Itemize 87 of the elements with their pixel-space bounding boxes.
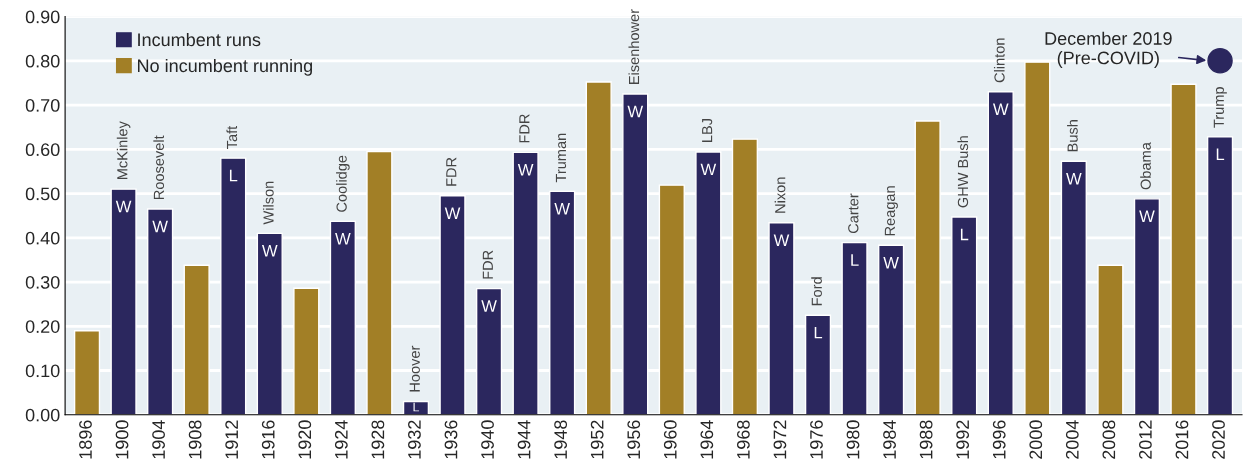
x-tick-label: 2012	[1139, 420, 1152, 459]
annotation: Nixon	[774, 177, 786, 213]
y-tick-label: 0.30	[25, 275, 60, 289]
y-tick-label: 0.50	[25, 187, 60, 201]
data-label: W	[700, 163, 717, 176]
x-tick-label: 1924	[334, 420, 348, 459]
x-tick-label: 1968	[736, 420, 750, 459]
x-tick-label: 1972	[773, 420, 787, 459]
x-tick-label: 1940	[481, 420, 494, 459]
x-tick-label: 1952	[590, 420, 604, 459]
x-tick-label: 1988	[919, 420, 933, 459]
x-tick-label: 2020	[1212, 420, 1225, 459]
annotation: McKinley	[116, 121, 131, 180]
annotation: FDR	[446, 157, 457, 186]
annotation: Ford	[811, 277, 822, 306]
x-tick-label: 1904	[152, 420, 165, 459]
x-tick-label: 1932	[408, 420, 421, 459]
x-tick-label: 2008	[1102, 420, 1116, 459]
x-tick-label: 1944	[517, 420, 531, 459]
data-label: L	[229, 169, 238, 182]
x-tick-label: 1992	[956, 420, 970, 459]
data-label: L	[814, 326, 823, 339]
y-tick-label: 0.00	[25, 408, 60, 422]
annotation: Reagan	[884, 186, 898, 236]
y-tick-label: 0.10	[25, 364, 60, 378]
data-label: W	[517, 164, 534, 176]
data-label: W	[481, 300, 497, 312]
annotation: Obama	[1140, 142, 1151, 190]
annotation: Eisenhower	[628, 9, 640, 84]
x-tick-label: 2016	[1175, 420, 1189, 459]
legend-label: Incumbent runs	[138, 32, 261, 47]
annotation: Roosevelt	[153, 135, 165, 199]
x-tick-label: 1948	[554, 420, 568, 459]
x-tick-label: 1980	[846, 420, 860, 459]
data-label: L	[413, 402, 420, 412]
data-label: W	[152, 220, 168, 233]
x-tick-label: 2004	[1065, 420, 1079, 459]
x-tick-label: 1976	[810, 420, 823, 459]
annotation: December 2019 (Pre-COVID)	[1045, 31, 1172, 68]
annotation: FDR	[482, 250, 493, 279]
x-tick-label: 1964	[700, 420, 714, 459]
data-label: W	[444, 207, 461, 219]
annotation: FDR	[519, 114, 530, 143]
annotation: Wilson	[262, 181, 274, 225]
annotation: GHW Bush	[957, 136, 969, 208]
x-tick-label: 1936	[444, 420, 458, 459]
data-label: W	[992, 103, 1009, 115]
data-label: W	[335, 233, 351, 245]
legend-label: No incumbent running	[138, 58, 313, 76]
x-tick-label: 2000	[1029, 420, 1043, 459]
data-label: W	[1066, 172, 1082, 185]
y-tick-label: 0.70	[25, 99, 60, 112]
data-label: W	[554, 203, 570, 215]
data-label: W	[1139, 210, 1155, 222]
x-tick-label: 1900	[115, 420, 129, 459]
y-tick-label: 0.80	[25, 54, 60, 68]
annotation: Trump	[1213, 87, 1227, 128]
x-tick-label: 1908	[188, 420, 202, 459]
annotation: LBJ	[702, 119, 713, 142]
data-label: W	[627, 105, 644, 118]
x-tick-label: 1956	[627, 420, 641, 459]
x-tick-label: 1916	[261, 420, 275, 459]
x-tick-label: 1960	[663, 420, 677, 459]
x-tick-label: 1984	[883, 420, 896, 459]
annotation: Bush	[1067, 120, 1078, 152]
annotation: Clinton	[993, 38, 1005, 83]
x-tick-label: 1912	[225, 420, 239, 459]
y-tick-label: 0.90	[25, 10, 60, 24]
data-label: L	[960, 228, 969, 241]
y-tick-label: 0.60	[25, 143, 60, 157]
annotation: Carter	[848, 193, 859, 234]
annotation: Truman	[555, 133, 567, 183]
x-tick-label: 1896	[79, 420, 92, 459]
data-label: W	[261, 245, 278, 257]
y-tick-label: 0.20	[25, 320, 60, 333]
data-label: L	[851, 254, 859, 266]
data-label: W	[773, 234, 790, 246]
data-label: L	[1216, 148, 1225, 161]
x-tick-label: 1920	[298, 420, 312, 459]
annotation: Coolidge	[336, 155, 350, 212]
x-tick-label: 1928	[371, 420, 385, 459]
y-tick-label: 0.40	[25, 231, 60, 245]
annotation: Hoover	[409, 345, 420, 392]
annotation: Taft	[226, 125, 238, 149]
data-label: W	[883, 256, 899, 269]
x-tick-label: 1996	[992, 420, 1006, 459]
data-label: W	[115, 200, 132, 213]
